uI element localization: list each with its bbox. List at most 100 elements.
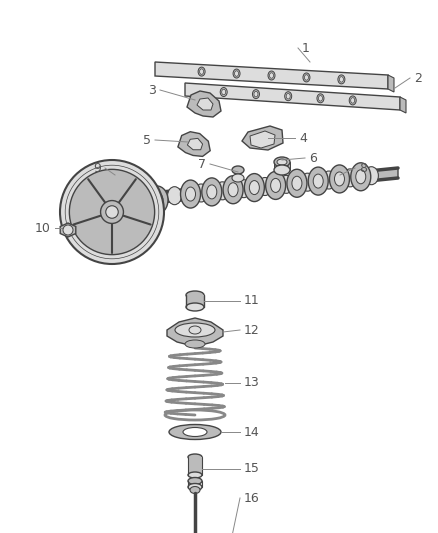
Ellipse shape bbox=[318, 95, 322, 101]
Ellipse shape bbox=[343, 169, 357, 187]
Polygon shape bbox=[167, 318, 223, 344]
Ellipse shape bbox=[249, 181, 259, 195]
Ellipse shape bbox=[356, 170, 366, 184]
Ellipse shape bbox=[303, 73, 310, 82]
Text: 11: 11 bbox=[244, 295, 260, 308]
Polygon shape bbox=[132, 168, 398, 205]
Ellipse shape bbox=[254, 91, 258, 97]
Ellipse shape bbox=[198, 67, 205, 76]
Text: 6: 6 bbox=[309, 151, 317, 165]
Ellipse shape bbox=[252, 90, 259, 99]
Circle shape bbox=[63, 225, 73, 235]
Ellipse shape bbox=[265, 172, 286, 199]
Text: 15: 15 bbox=[244, 463, 260, 475]
Polygon shape bbox=[178, 132, 210, 156]
Text: 5: 5 bbox=[143, 133, 151, 147]
Ellipse shape bbox=[175, 323, 215, 337]
Ellipse shape bbox=[274, 165, 290, 175]
Ellipse shape bbox=[244, 174, 265, 201]
Ellipse shape bbox=[200, 69, 204, 74]
Ellipse shape bbox=[186, 187, 195, 201]
Circle shape bbox=[101, 200, 124, 223]
Ellipse shape bbox=[233, 69, 240, 78]
Polygon shape bbox=[274, 162, 290, 170]
Ellipse shape bbox=[185, 340, 205, 348]
Ellipse shape bbox=[194, 184, 208, 202]
Text: 10: 10 bbox=[35, 222, 51, 235]
Ellipse shape bbox=[190, 487, 200, 494]
Ellipse shape bbox=[220, 87, 227, 96]
Ellipse shape bbox=[188, 483, 202, 490]
Ellipse shape bbox=[313, 174, 323, 188]
Ellipse shape bbox=[304, 75, 308, 80]
Ellipse shape bbox=[222, 89, 226, 95]
Ellipse shape bbox=[351, 98, 355, 103]
Ellipse shape bbox=[207, 185, 217, 199]
Ellipse shape bbox=[287, 169, 307, 197]
Ellipse shape bbox=[279, 175, 293, 193]
Ellipse shape bbox=[274, 157, 290, 167]
Ellipse shape bbox=[186, 303, 204, 311]
Ellipse shape bbox=[269, 72, 273, 78]
Text: 3: 3 bbox=[148, 84, 156, 96]
Ellipse shape bbox=[180, 180, 201, 208]
Ellipse shape bbox=[223, 176, 243, 204]
Ellipse shape bbox=[183, 427, 207, 437]
Ellipse shape bbox=[308, 167, 328, 195]
Polygon shape bbox=[60, 223, 76, 237]
Text: 12: 12 bbox=[244, 324, 260, 336]
Text: 4: 4 bbox=[299, 132, 307, 144]
Circle shape bbox=[106, 206, 118, 218]
Ellipse shape bbox=[285, 92, 292, 101]
Ellipse shape bbox=[322, 171, 336, 189]
Polygon shape bbox=[185, 83, 400, 110]
Ellipse shape bbox=[202, 178, 222, 206]
Polygon shape bbox=[188, 457, 202, 475]
Ellipse shape bbox=[188, 454, 202, 460]
Ellipse shape bbox=[317, 94, 324, 103]
Ellipse shape bbox=[271, 179, 281, 192]
Polygon shape bbox=[242, 126, 283, 150]
Ellipse shape bbox=[189, 326, 201, 334]
Ellipse shape bbox=[169, 424, 221, 440]
Ellipse shape bbox=[258, 177, 272, 196]
Ellipse shape bbox=[300, 173, 314, 191]
Text: 16: 16 bbox=[244, 491, 260, 505]
Text: 8: 8 bbox=[359, 161, 367, 174]
Ellipse shape bbox=[329, 165, 350, 193]
Ellipse shape bbox=[232, 166, 244, 174]
Text: 7: 7 bbox=[198, 157, 206, 171]
Ellipse shape bbox=[286, 93, 290, 99]
Polygon shape bbox=[155, 62, 388, 89]
Ellipse shape bbox=[151, 192, 163, 207]
Ellipse shape bbox=[215, 182, 230, 200]
Ellipse shape bbox=[186, 291, 204, 299]
Ellipse shape bbox=[228, 183, 238, 197]
Text: 1: 1 bbox=[302, 42, 310, 54]
Ellipse shape bbox=[277, 159, 287, 165]
Text: 2: 2 bbox=[414, 71, 422, 85]
Polygon shape bbox=[400, 97, 406, 113]
Text: 9: 9 bbox=[93, 161, 101, 174]
Polygon shape bbox=[250, 131, 275, 148]
Ellipse shape bbox=[237, 180, 251, 198]
Polygon shape bbox=[388, 75, 394, 92]
Ellipse shape bbox=[268, 71, 275, 80]
Polygon shape bbox=[186, 295, 204, 307]
Ellipse shape bbox=[335, 172, 344, 186]
Circle shape bbox=[60, 160, 164, 264]
Circle shape bbox=[69, 169, 155, 255]
Ellipse shape bbox=[188, 472, 202, 478]
Ellipse shape bbox=[349, 96, 356, 105]
Ellipse shape bbox=[188, 478, 202, 484]
Polygon shape bbox=[197, 98, 213, 110]
Ellipse shape bbox=[338, 75, 345, 84]
Text: 13: 13 bbox=[244, 376, 260, 390]
Ellipse shape bbox=[364, 167, 378, 185]
Ellipse shape bbox=[351, 163, 371, 191]
Ellipse shape bbox=[235, 71, 239, 76]
Polygon shape bbox=[187, 139, 203, 150]
Ellipse shape bbox=[168, 187, 182, 205]
Polygon shape bbox=[187, 91, 221, 117]
Ellipse shape bbox=[292, 176, 302, 190]
